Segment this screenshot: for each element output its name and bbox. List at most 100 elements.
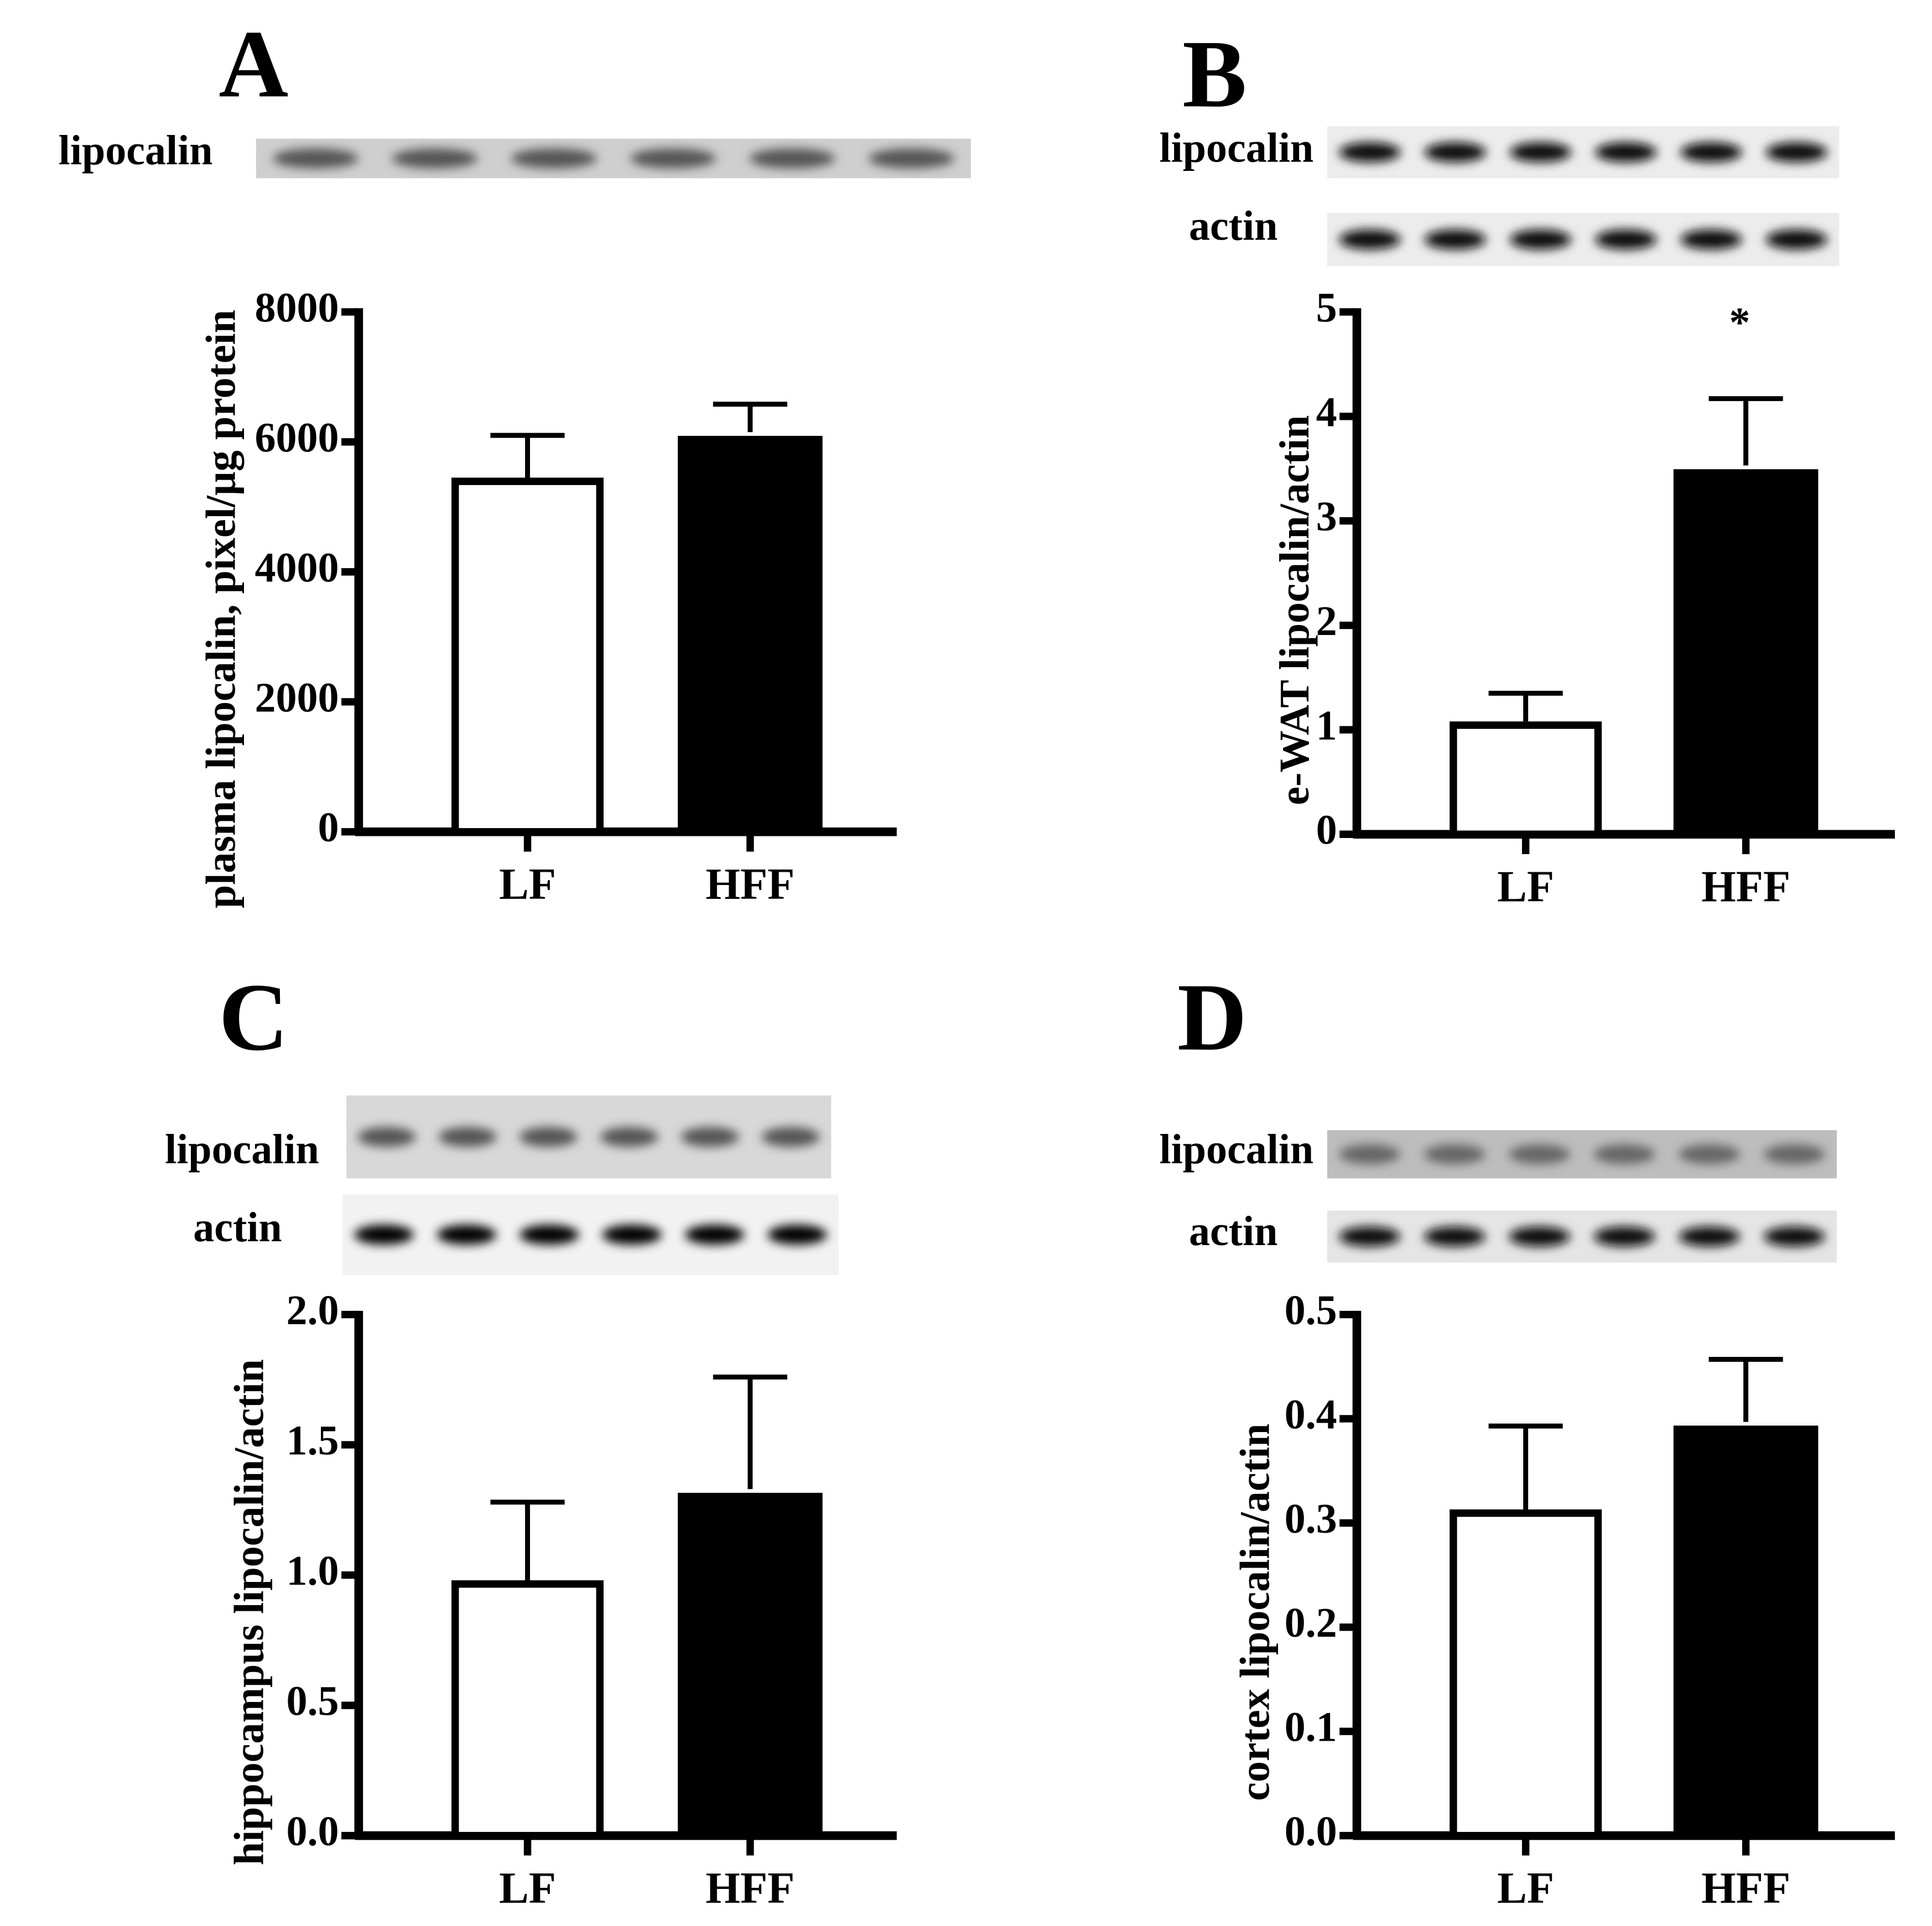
bar	[451, 477, 604, 836]
blot-label: lipocalin	[1159, 125, 1313, 171]
y-tick-label: 0	[318, 804, 339, 851]
y-tick-label: 0.4	[1285, 1391, 1337, 1438]
blot-band	[602, 1225, 662, 1245]
blot-band	[1424, 1144, 1486, 1164]
bar	[678, 435, 823, 832]
blot-band	[1593, 1144, 1655, 1164]
y-tick-label: 6000	[255, 414, 339, 461]
blot-band	[684, 1225, 745, 1245]
blot-band	[1339, 230, 1401, 249]
blot-band	[1765, 142, 1827, 163]
blot-band	[1509, 142, 1571, 163]
blot-label: actin	[1189, 1208, 1277, 1254]
blot-band	[1595, 142, 1657, 163]
blot-label: actin	[1189, 203, 1277, 249]
blot-image	[1327, 1210, 1837, 1263]
y-tick-label: 1.0	[287, 1548, 339, 1594]
y-tick-label: 0.5	[287, 1678, 339, 1725]
blot-band	[1765, 230, 1827, 249]
blot-band	[1763, 1144, 1825, 1164]
y-tick-label: 0.0	[287, 1808, 339, 1855]
y-tick-label: 5	[1316, 284, 1337, 331]
y-tick-label: 0	[1316, 807, 1337, 853]
blot-band	[1509, 230, 1571, 249]
annotation: *	[1729, 299, 1750, 346]
y-axis-label: e-WAT lipocalin/actin	[1271, 415, 1318, 805]
blot-band	[868, 148, 954, 169]
bar	[1450, 1509, 1602, 1840]
blot-image	[346, 1095, 832, 1179]
y-tick-label: 3	[1316, 493, 1337, 540]
blot-band	[767, 1225, 827, 1245]
y-tick-label: 2	[1316, 598, 1337, 644]
x-tick-label: HFF	[1701, 1863, 1790, 1913]
blot-band	[272, 148, 359, 169]
bar	[1450, 721, 1602, 838]
blot-band	[519, 1127, 578, 1147]
x-tick-label: LF	[1497, 1863, 1554, 1913]
blot-band	[1679, 1144, 1740, 1164]
blot-label: lipocalin	[59, 127, 213, 174]
blot-image	[1327, 212, 1840, 267]
x-tick-label: HFF	[705, 1863, 794, 1913]
blot-band	[1424, 142, 1486, 163]
y-tick-label: 4	[1316, 389, 1337, 435]
blot-band	[392, 148, 478, 169]
blot-band	[1509, 1144, 1570, 1164]
y-tick-label: 0.1	[1285, 1704, 1337, 1751]
blot-band	[438, 1127, 497, 1147]
blot-band	[357, 1127, 416, 1147]
bar	[1673, 1425, 1819, 1836]
x-tick-label: HFF	[705, 860, 794, 909]
blot-band	[1679, 1226, 1740, 1247]
blot-band	[1680, 142, 1742, 163]
y-tick-label: 0.2	[1285, 1600, 1337, 1646]
blot-band	[437, 1225, 497, 1245]
blot-image	[342, 1194, 839, 1275]
blot-band	[1680, 230, 1742, 249]
blot-band	[1595, 230, 1657, 249]
blot-band	[630, 148, 716, 169]
y-axis-label: plasma lipocalin, pixel/µg protein	[198, 310, 244, 908]
blot-image	[1327, 1130, 1837, 1179]
blot-band	[1763, 1226, 1825, 1247]
blot-band	[1593, 1226, 1655, 1247]
blot-image	[256, 138, 971, 179]
y-tick-label: 2.0	[287, 1287, 339, 1334]
y-tick-label: 1.5	[287, 1417, 339, 1464]
panel-label: D	[1177, 964, 1247, 1070]
x-tick-label: LF	[499, 860, 556, 909]
blot-image	[1327, 126, 1840, 179]
blot-band	[681, 1127, 739, 1147]
bar	[1673, 469, 1819, 835]
blot-band	[600, 1127, 658, 1147]
y-tick-label: 0.0	[1285, 1808, 1337, 1855]
blot-band	[1339, 1144, 1400, 1164]
y-tick-label: 2000	[255, 674, 339, 721]
blot-band	[1424, 1226, 1486, 1247]
y-axis-label: hippocampus lipocalin/actin	[226, 1359, 273, 1865]
y-tick-label: 8000	[255, 284, 339, 331]
panel-label: B	[1182, 20, 1247, 127]
panel-label: A	[219, 11, 288, 117]
blot-band	[1339, 142, 1401, 163]
blot-band	[511, 148, 597, 169]
bar	[451, 1580, 604, 1840]
y-tick-label: 4000	[255, 544, 339, 591]
blot-band	[749, 148, 835, 169]
blot-band	[761, 1127, 820, 1147]
x-tick-label: LF	[499, 1863, 556, 1913]
blot-label: lipocalin	[1159, 1126, 1313, 1173]
bar	[678, 1492, 823, 1836]
y-tick-label: 1	[1316, 702, 1337, 749]
y-tick-label: 0.3	[1285, 1496, 1337, 1542]
blot-band	[1509, 1226, 1570, 1247]
blot-band	[1424, 230, 1486, 249]
blot-band	[1339, 1226, 1400, 1247]
blot-label: lipocalin	[165, 1126, 319, 1173]
